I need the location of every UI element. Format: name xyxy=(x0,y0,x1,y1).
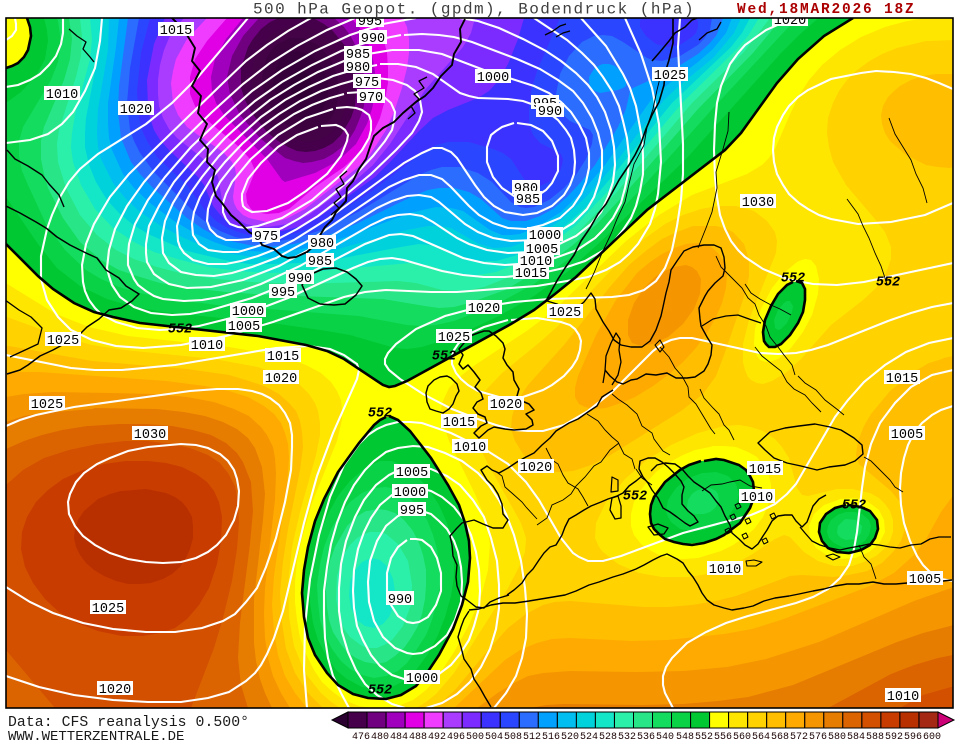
svg-text:492: 492 xyxy=(428,732,446,741)
svg-text:995: 995 xyxy=(400,504,424,519)
svg-text:596: 596 xyxy=(904,732,922,741)
svg-text:1025: 1025 xyxy=(438,331,470,346)
svg-text:528: 528 xyxy=(599,732,617,741)
svg-text:568: 568 xyxy=(771,732,789,741)
svg-text:580: 580 xyxy=(828,732,846,741)
svg-text:572: 572 xyxy=(790,732,808,741)
svg-text:Wed,18MAR2026 18Z: Wed,18MAR2026 18Z xyxy=(737,2,916,18)
svg-text:512: 512 xyxy=(523,732,541,741)
svg-text:504: 504 xyxy=(485,732,503,741)
svg-text:975: 975 xyxy=(355,76,379,91)
svg-text:1015: 1015 xyxy=(749,463,781,478)
svg-text:588: 588 xyxy=(866,732,884,741)
svg-text:Data: CFS reanalysis 0.500°: Data: CFS reanalysis 0.500° xyxy=(8,715,249,731)
svg-text:500: 500 xyxy=(466,732,484,741)
svg-text:564: 564 xyxy=(752,732,770,741)
svg-text:1000: 1000 xyxy=(529,229,561,244)
svg-text:1020: 1020 xyxy=(490,398,522,413)
svg-text:1010: 1010 xyxy=(46,88,78,103)
svg-text:548: 548 xyxy=(676,732,694,741)
svg-text:1005: 1005 xyxy=(396,466,428,481)
svg-text:552: 552 xyxy=(876,276,900,291)
svg-text:540: 540 xyxy=(656,732,674,741)
svg-text:1000: 1000 xyxy=(477,71,509,86)
svg-text:1030: 1030 xyxy=(742,196,774,211)
svg-text:1010: 1010 xyxy=(191,339,223,354)
svg-text:556: 556 xyxy=(714,732,732,741)
svg-text:516: 516 xyxy=(542,732,560,741)
svg-text:1010: 1010 xyxy=(741,491,773,506)
svg-text:1015: 1015 xyxy=(443,416,475,431)
svg-text:980: 980 xyxy=(346,61,370,76)
svg-text:WWW.WETTERZENTRALE.DE: WWW.WETTERZENTRALE.DE xyxy=(8,729,184,741)
svg-text:990: 990 xyxy=(361,32,385,47)
svg-text:552: 552 xyxy=(168,323,192,338)
svg-text:1025: 1025 xyxy=(31,398,63,413)
svg-text:552: 552 xyxy=(368,684,392,699)
svg-text:990: 990 xyxy=(288,272,312,287)
svg-text:1020: 1020 xyxy=(468,302,500,317)
svg-text:560: 560 xyxy=(733,732,751,741)
svg-text:1010: 1010 xyxy=(454,441,486,456)
svg-text:1000: 1000 xyxy=(394,486,426,501)
svg-text:520: 520 xyxy=(561,732,579,741)
svg-text:552: 552 xyxy=(695,732,713,741)
svg-text:990: 990 xyxy=(388,593,412,608)
svg-text:552: 552 xyxy=(623,490,647,505)
svg-text:1025: 1025 xyxy=(549,306,581,321)
svg-text:536: 536 xyxy=(637,732,655,741)
svg-text:1020: 1020 xyxy=(265,372,297,387)
svg-text:552: 552 xyxy=(842,499,866,514)
svg-text:1020: 1020 xyxy=(520,461,552,476)
svg-text:1005: 1005 xyxy=(228,320,260,335)
svg-text:1010: 1010 xyxy=(887,690,919,705)
svg-text:592: 592 xyxy=(885,732,903,741)
svg-text:1005: 1005 xyxy=(891,428,923,443)
svg-text:985: 985 xyxy=(516,193,540,208)
svg-text:576: 576 xyxy=(809,732,827,741)
svg-text:476: 476 xyxy=(352,732,370,741)
svg-text:1025: 1025 xyxy=(92,602,124,617)
svg-text:1010: 1010 xyxy=(709,563,741,578)
svg-text:584: 584 xyxy=(847,732,865,741)
svg-text:1020: 1020 xyxy=(774,14,806,29)
svg-text:990: 990 xyxy=(538,105,562,120)
svg-text:975: 975 xyxy=(254,230,278,245)
svg-text:1030: 1030 xyxy=(134,428,166,443)
svg-text:1025: 1025 xyxy=(47,334,79,349)
svg-text:488: 488 xyxy=(409,732,427,741)
svg-text:1020: 1020 xyxy=(120,103,152,118)
svg-text:552: 552 xyxy=(432,350,456,365)
svg-text:496: 496 xyxy=(447,732,465,741)
svg-text:995: 995 xyxy=(271,286,295,301)
svg-text:1025: 1025 xyxy=(654,69,686,84)
svg-text:552: 552 xyxy=(368,407,392,422)
svg-text:995: 995 xyxy=(358,15,382,30)
svg-text:970: 970 xyxy=(359,91,383,106)
svg-text:980: 980 xyxy=(310,237,334,252)
svg-text:1020: 1020 xyxy=(99,683,131,698)
svg-text:500 hPa Geopot. (gpdm), Bodend: 500 hPa Geopot. (gpdm), Bodendruck (hPa) xyxy=(253,1,695,19)
svg-text:1005: 1005 xyxy=(909,573,941,588)
svg-text:1015: 1015 xyxy=(886,372,918,387)
svg-text:480: 480 xyxy=(371,732,389,741)
svg-text:508: 508 xyxy=(504,732,522,741)
svg-text:1000: 1000 xyxy=(232,305,264,320)
svg-text:600: 600 xyxy=(923,732,941,741)
svg-text:1015: 1015 xyxy=(160,24,192,39)
svg-text:524: 524 xyxy=(580,732,598,741)
svg-text:532: 532 xyxy=(618,732,636,741)
svg-text:552: 552 xyxy=(781,272,805,287)
svg-text:484: 484 xyxy=(390,732,408,741)
svg-text:1000: 1000 xyxy=(406,672,438,687)
svg-text:1015: 1015 xyxy=(267,350,299,365)
svg-text:985: 985 xyxy=(308,255,332,270)
svg-text:1015: 1015 xyxy=(515,267,547,282)
